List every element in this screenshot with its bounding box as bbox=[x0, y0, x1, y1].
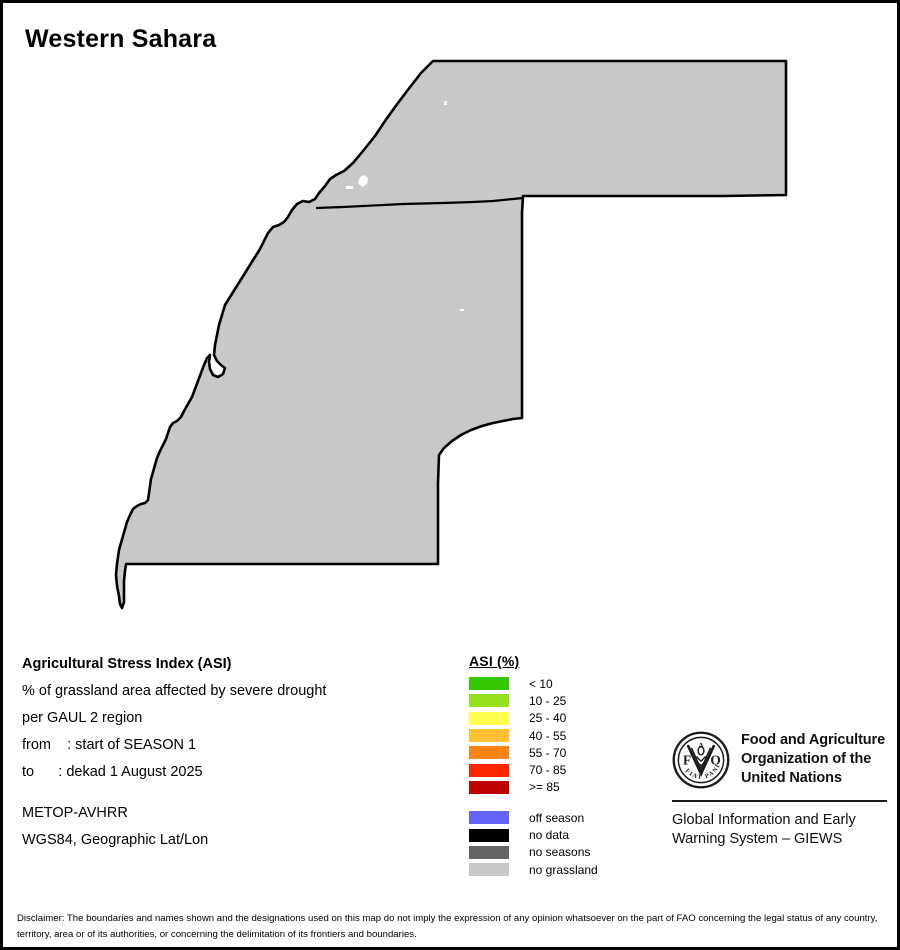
legend-spacer bbox=[469, 796, 598, 809]
fao-org-line-3: United Nations bbox=[741, 770, 842, 787]
metadata-spacer bbox=[22, 791, 452, 805]
country-polygon-western-sahara bbox=[114, 59, 788, 610]
legend-label: no data bbox=[529, 828, 570, 843]
legend-label: 55 - 70 bbox=[529, 745, 567, 760]
legend-row: no data bbox=[469, 826, 598, 843]
metadata-line-from: from : start of SEASON 1 bbox=[22, 737, 197, 753]
sebkha-speck-b bbox=[346, 186, 353, 189]
fao-org-line-2: Organization of the bbox=[741, 751, 872, 768]
legend-heading: ASI (%) bbox=[469, 653, 520, 669]
sebkha-speck-c bbox=[444, 101, 447, 105]
legend-swatch-icon bbox=[469, 763, 509, 777]
giews-line-2: Warning System – GIEWS bbox=[672, 831, 843, 848]
legend-swatch-icon bbox=[469, 694, 509, 708]
metadata-line-region-level: per GAUL 2 region bbox=[22, 710, 143, 726]
svg-text:A: A bbox=[698, 740, 705, 750]
metadata-heading: Agricultural Stress Index (ASI) bbox=[22, 656, 232, 672]
legend-row: < 10 bbox=[469, 675, 598, 692]
legend-row: 55 - 70 bbox=[469, 744, 598, 761]
sebkha-speck-d bbox=[460, 309, 464, 311]
legend-swatch-icon bbox=[469, 746, 509, 760]
legend-row: >= 85 bbox=[469, 779, 598, 796]
disclaimer-text: Disclaimer: The boundaries and names sho… bbox=[17, 913, 878, 940]
fao-logo-row: F O A FIAT PANIS Food and Agriculture Or… bbox=[672, 731, 887, 789]
legend-label: no seasons bbox=[529, 845, 591, 860]
metadata-line-sensor: METOP-AVHRR bbox=[22, 805, 128, 821]
legend-label: off season bbox=[529, 810, 585, 825]
legend-label: 40 - 55 bbox=[529, 728, 567, 743]
legend-row: 25 - 40 bbox=[469, 710, 598, 727]
legend-swatch-icon bbox=[469, 780, 509, 794]
metadata-line-to: to : dekad 1 August 2025 bbox=[22, 764, 203, 780]
legend-row: no grassland bbox=[469, 861, 598, 878]
giews-programme-name: Global Information and Early Warning Sys… bbox=[672, 811, 887, 850]
legend-label: >= 85 bbox=[529, 780, 560, 795]
metadata-block: Agricultural Stress Index (ASI) % of gra… bbox=[22, 656, 452, 859]
legend-swatch-icon bbox=[469, 677, 509, 691]
page-title: Western Sahara bbox=[25, 25, 217, 53]
svg-text:O: O bbox=[710, 753, 720, 768]
fao-emblem-icon: F O A FIAT PANIS bbox=[672, 731, 730, 789]
legend-label: 70 - 85 bbox=[529, 763, 567, 778]
legend-row: off season bbox=[469, 809, 598, 826]
fao-divider bbox=[672, 800, 887, 802]
region-boundary-line bbox=[315, 196, 524, 210]
legend-row: 40 - 55 bbox=[469, 727, 598, 744]
legend-swatch-icon bbox=[469, 845, 509, 859]
asi-legend: ASI (%) < 10 10 - 25 25 - 40 40 - 55 55 … bbox=[469, 653, 598, 878]
fao-branding-block: F O A FIAT PANIS Food and Agriculture Or… bbox=[672, 731, 887, 850]
metadata-line-projection: WGS84, Geographic Lat/Lon bbox=[22, 832, 209, 848]
legend-swatch-icon bbox=[469, 811, 509, 825]
fao-org-line-1: Food and Agriculture bbox=[741, 732, 886, 748]
legend-swatch-icon bbox=[469, 863, 509, 877]
legend-row: 70 - 85 bbox=[469, 761, 598, 778]
legend-label: < 10 bbox=[529, 676, 553, 691]
fao-organization-name: Food and Agriculture Organization of the… bbox=[741, 731, 885, 788]
legend-swatch-icon bbox=[469, 711, 509, 725]
legend-swatch-icon bbox=[469, 729, 509, 743]
map-canvas bbox=[114, 59, 788, 610]
giews-line-1: Global Information and Early bbox=[672, 812, 856, 828]
legend-swatch-icon bbox=[469, 828, 509, 842]
legend-row: 10 - 25 bbox=[469, 692, 598, 709]
legend-label: no grassland bbox=[529, 862, 598, 877]
metadata-line-description: % of grassland area affected by severe d… bbox=[22, 683, 327, 699]
legend-row: no seasons bbox=[469, 844, 598, 861]
svg-text:F: F bbox=[683, 753, 691, 768]
legend-label: 10 - 25 bbox=[529, 693, 567, 708]
sebkha-speck-a bbox=[358, 175, 368, 187]
legend-label: 25 - 40 bbox=[529, 711, 567, 726]
